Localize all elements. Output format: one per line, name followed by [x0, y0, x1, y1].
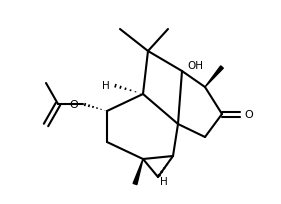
Text: H: H	[102, 81, 110, 91]
Text: OH: OH	[187, 61, 203, 71]
Text: O: O	[69, 100, 78, 110]
Text: O: O	[244, 110, 253, 119]
Polygon shape	[133, 159, 143, 185]
Text: H: H	[160, 176, 168, 186]
Polygon shape	[205, 67, 223, 88]
